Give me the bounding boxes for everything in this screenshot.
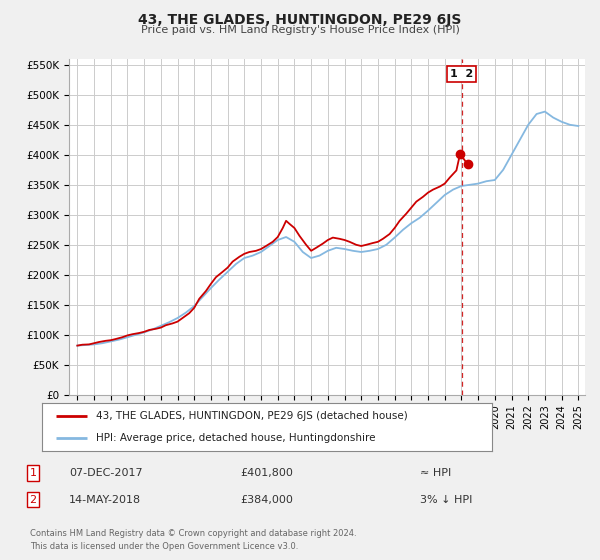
Text: 2: 2 (29, 494, 37, 505)
Text: ≈ HPI: ≈ HPI (420, 468, 451, 478)
Text: 43, THE GLADES, HUNTINGDON, PE29 6JS: 43, THE GLADES, HUNTINGDON, PE29 6JS (139, 13, 461, 27)
Text: 14-MAY-2018: 14-MAY-2018 (69, 494, 141, 505)
Text: 1  2: 1 2 (450, 69, 473, 79)
Text: Contains HM Land Registry data © Crown copyright and database right 2024.: Contains HM Land Registry data © Crown c… (30, 529, 356, 538)
Text: £401,800: £401,800 (240, 468, 293, 478)
Text: HPI: Average price, detached house, Huntingdonshire: HPI: Average price, detached house, Hunt… (96, 433, 376, 443)
Text: 43, THE GLADES, HUNTINGDON, PE29 6JS (detached house): 43, THE GLADES, HUNTINGDON, PE29 6JS (de… (96, 411, 408, 421)
Text: £384,000: £384,000 (240, 494, 293, 505)
Text: 07-DEC-2017: 07-DEC-2017 (69, 468, 143, 478)
Text: 3% ↓ HPI: 3% ↓ HPI (420, 494, 472, 505)
Text: Price paid vs. HM Land Registry's House Price Index (HPI): Price paid vs. HM Land Registry's House … (140, 25, 460, 35)
Text: 1: 1 (29, 468, 37, 478)
Text: This data is licensed under the Open Government Licence v3.0.: This data is licensed under the Open Gov… (30, 542, 298, 550)
